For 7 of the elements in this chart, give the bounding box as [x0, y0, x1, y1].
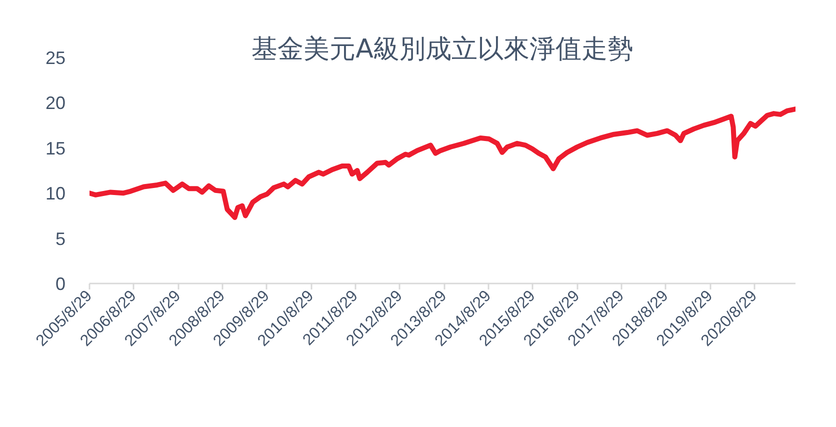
- y-tick-label: 20: [45, 93, 66, 114]
- chart-title: 基金美元A級別成立以來淨值走勢: [252, 34, 634, 64]
- y-tick-label: 0: [55, 274, 66, 294]
- y-tick-label: 10: [45, 184, 66, 204]
- y-tick-label: 25: [45, 48, 66, 68]
- y-tick-label: 15: [45, 138, 66, 158]
- y-tick-label: 5: [55, 228, 66, 249]
